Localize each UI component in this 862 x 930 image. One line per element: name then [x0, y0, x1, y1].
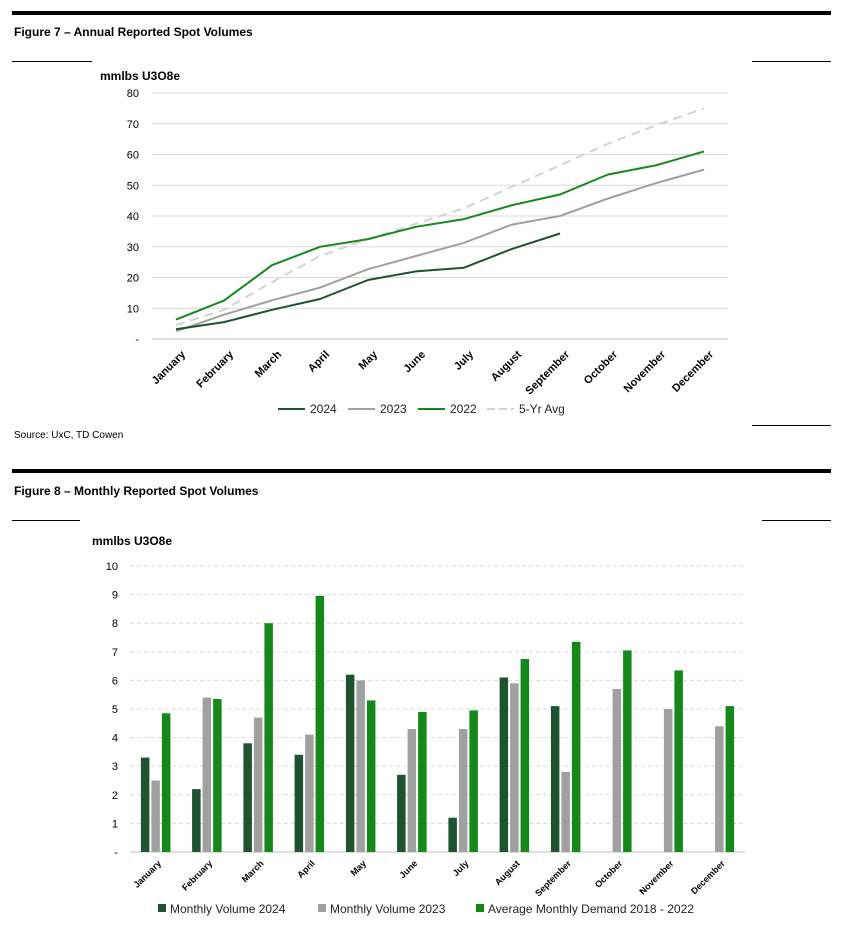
bar-2023 [305, 734, 314, 852]
legend-label: 2024 [310, 402, 337, 416]
series-line-5-yr-avg [175, 107, 705, 327]
bar-avg-demand [366, 700, 376, 852]
x-tick-label: January [132, 858, 163, 889]
x-tick-label: August [493, 858, 522, 887]
legend-label: 2023 [380, 402, 407, 416]
bar-2023 [510, 683, 519, 852]
y-tick-label: 6 [112, 675, 118, 687]
legend-swatch [476, 904, 484, 912]
x-tick-label: June [397, 858, 419, 880]
bar-avg-demand [674, 670, 683, 852]
x-tick-label: February [180, 858, 214, 892]
legend-swatch [318, 904, 326, 912]
legend-label: Average Monthly Demand 2018 - 2022 [488, 902, 694, 916]
bar-2024 [550, 706, 560, 852]
bar-avg-demand [725, 706, 735, 852]
legend-swatch [158, 904, 166, 912]
figure8-top-rule [12, 469, 831, 473]
legend-label: Monthly Volume 2024 [170, 902, 286, 916]
bar-2023 [458, 729, 468, 852]
y-tick-label: 20 [127, 273, 139, 285]
figure7-title: Figure 7 – Annual Reported Spot Volumes [14, 25, 253, 39]
legend-label: 2022 [450, 402, 477, 416]
y-tick-label: 10 [106, 561, 118, 573]
y-tick-label: 7 [112, 647, 118, 659]
bar-2023 [202, 697, 212, 852]
figure8-title: Figure 8 – Monthly Reported Spot Volumes [14, 484, 259, 498]
bar-2024 [192, 789, 201, 852]
bar-2024 [448, 817, 457, 852]
y-tick-label: 3 [112, 761, 118, 773]
bar-avg-demand [315, 596, 325, 852]
y-tick-label: 2 [112, 790, 118, 802]
y-tick-label: 8 [112, 618, 118, 630]
bar-2024 [345, 674, 355, 852]
series-line-2023 [175, 168, 705, 333]
y-tick-label: 40 [127, 211, 139, 223]
y-tick-label: 9 [112, 590, 118, 602]
y-tick-label: - [114, 847, 118, 859]
bar-2023 [715, 726, 724, 852]
y-tick-label: 10 [127, 303, 139, 315]
bar-2024 [397, 774, 406, 852]
x-tick-label: July [451, 858, 471, 878]
bar-2024 [140, 757, 150, 852]
x-tick-label: December [689, 858, 727, 896]
bar-2024 [294, 754, 304, 852]
bar-avg-demand [520, 659, 530, 852]
y-tick-label: - [135, 334, 139, 346]
figure7-source: Source: UxC, TD Cowen [14, 430, 124, 441]
figure7-rule-right [752, 61, 831, 62]
y-tick-label: 70 [127, 119, 139, 131]
y-tick-label: 30 [127, 242, 139, 254]
bar-2023 [151, 780, 160, 852]
y-tick-label: 60 [127, 150, 139, 162]
bar-avg-demand [469, 710, 478, 852]
y-tick-label: 5 [112, 704, 118, 716]
x-tick-label: May [349, 858, 368, 877]
legend-label: 5-Yr Avg [519, 402, 565, 416]
bar-avg-demand [623, 650, 632, 852]
bar-avg-demand [571, 641, 581, 852]
figure8-rule-right [762, 520, 831, 521]
bar-avg-demand [161, 713, 171, 852]
y-axis-label: mmlbs U3O8e [100, 69, 180, 83]
figure8-rule-left [12, 520, 80, 521]
bar-avg-demand [418, 711, 427, 852]
series-line-2024 [175, 232, 561, 331]
bar-2023 [561, 771, 570, 852]
y-tick-label: 50 [127, 180, 139, 192]
bar-2023 [356, 680, 365, 852]
x-tick-label: September [533, 858, 573, 898]
bar-2023 [253, 717, 263, 852]
y-tick-label: 1 [112, 818, 118, 830]
bar-2023 [612, 689, 622, 852]
bar-2023 [663, 709, 673, 852]
legend-label: Monthly Volume 2023 [330, 902, 446, 916]
figure7-bottom-rule-right [752, 425, 831, 426]
bar-2023 [407, 729, 417, 852]
bar-2024 [499, 677, 509, 852]
x-tick-label: March [240, 858, 266, 884]
series-line-2022 [175, 150, 705, 321]
x-tick-label: April [295, 858, 317, 880]
bar-avg-demand [264, 623, 273, 852]
x-tick-label: November [637, 858, 676, 897]
bar-avg-demand [213, 699, 222, 852]
bar-2024 [243, 743, 252, 852]
y-tick-label: 4 [112, 733, 118, 745]
figure7-rule-left [12, 61, 92, 62]
x-tick-label: October [593, 858, 625, 890]
y-axis-label: mmlbs U3O8e [92, 534, 172, 548]
figure7-top-rule [12, 11, 831, 15]
y-tick-label: 80 [127, 88, 139, 100]
